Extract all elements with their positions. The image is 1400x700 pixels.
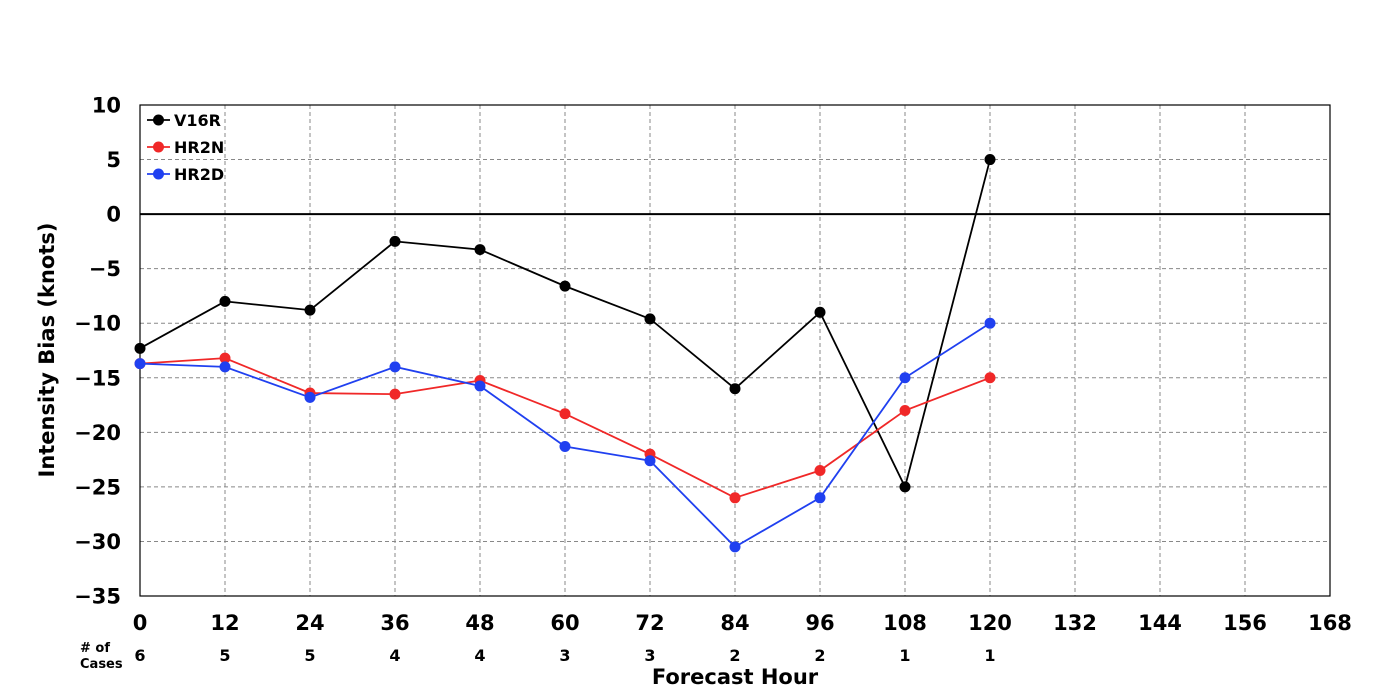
- cases-title-line1: # of: [80, 641, 110, 656]
- grid-lines: [140, 105, 1330, 596]
- x-tick-label: 36: [380, 611, 409, 635]
- x-tick-label: 48: [465, 611, 494, 635]
- x-tick-label: 60: [550, 611, 579, 635]
- data-point-v16r: [219, 295, 231, 307]
- data-point-hr2n: [899, 405, 911, 417]
- case-count: 2: [814, 646, 825, 665]
- series-layer: [134, 154, 996, 553]
- data-point-hr2d: [389, 361, 401, 373]
- legend: V16R HR2N HR2D: [147, 111, 224, 184]
- series-hr2d: [134, 317, 996, 553]
- series-v16r: [134, 154, 996, 493]
- data-point-hr2d: [814, 492, 826, 504]
- x-tick-label: 12: [210, 611, 239, 635]
- x-tick-label: 84: [720, 611, 749, 635]
- data-point-v16r: [644, 313, 656, 325]
- data-point-hr2d: [474, 380, 486, 392]
- y-tick-label: −10: [74, 312, 121, 336]
- case-count: 3: [559, 646, 570, 665]
- data-point-v16r: [134, 342, 146, 354]
- data-point-hr2d: [559, 441, 571, 453]
- x-tick-labels: 0 12 24 36 48 60 72 84 96 108 120 132 144 156 168: [133, 611, 1352, 635]
- data-point-v16r: [899, 481, 911, 493]
- data-point-hr2d: [644, 455, 656, 467]
- x-tick-label: 156: [1223, 611, 1267, 635]
- case-count: 2: [729, 646, 740, 665]
- legend-item-hr2d: HR2D: [147, 165, 224, 184]
- y-tick-label: 5: [106, 148, 121, 172]
- legend-marker: [153, 114, 164, 126]
- data-point-hr2d: [219, 361, 231, 373]
- data-point-hr2d: [729, 541, 741, 553]
- x-tick-label: 96: [805, 611, 834, 635]
- data-point-hr2n: [814, 465, 826, 477]
- y-tick-label: 0: [106, 203, 121, 227]
- case-count: 3: [644, 646, 655, 665]
- x-tick-label: 132: [1053, 611, 1097, 635]
- y-tick-labels: 10 5 0 −5 −10 −15 −20 −25 −30 −35: [74, 94, 121, 609]
- x-tick-label: 120: [968, 611, 1012, 635]
- data-point-v16r: [984, 154, 996, 166]
- y-tick-label: −20: [74, 421, 121, 445]
- case-count: 1: [984, 646, 995, 665]
- legend-item-v16r: V16R: [147, 111, 221, 130]
- data-point-hr2d: [984, 317, 996, 329]
- legend-label: HR2D: [174, 165, 224, 184]
- data-point-hr2n: [729, 492, 741, 504]
- cases-title-line2: Cases: [80, 657, 123, 672]
- y-tick-label: −35: [74, 585, 121, 609]
- y-tick-label: −15: [74, 366, 121, 390]
- x-tick-label: 24: [295, 611, 324, 635]
- cases-counts: 6 5 5 4 4 3 3 2 2 1 1: [134, 646, 995, 665]
- case-count: 5: [219, 646, 230, 665]
- x-axis-title: Forecast Hour: [652, 665, 819, 689]
- legend-label: V16R: [174, 111, 221, 130]
- data-point-hr2d: [304, 391, 316, 403]
- x-tick-label: 168: [1308, 611, 1352, 635]
- case-count: 4: [389, 646, 400, 665]
- x-tick-label: 0: [133, 611, 148, 635]
- data-point-v16r: [729, 383, 741, 395]
- legend-marker: [153, 141, 164, 153]
- case-count: 4: [474, 646, 485, 665]
- y-tick-label: −5: [89, 257, 121, 281]
- data-point-hr2n: [389, 388, 401, 400]
- y-tick-label: −30: [74, 530, 121, 554]
- case-count: 6: [134, 646, 145, 665]
- data-point-v16r: [389, 235, 401, 247]
- legend-item-hr2n: HR2N: [147, 138, 224, 157]
- data-point-hr2n: [559, 408, 571, 420]
- data-point-v16r: [304, 304, 316, 316]
- x-tick-label: 144: [1138, 611, 1182, 635]
- data-point-hr2n: [984, 372, 996, 384]
- case-count: 5: [304, 646, 315, 665]
- data-point-hr2d: [899, 372, 911, 384]
- data-point-hr2d: [134, 358, 146, 370]
- y-tick-label: −25: [74, 475, 121, 499]
- case-count: 1: [899, 646, 910, 665]
- x-tick-label: 108: [883, 611, 927, 635]
- data-point-v16r: [474, 244, 486, 256]
- data-point-v16r: [559, 280, 571, 292]
- y-axis-title: Intensity Bias (knots): [35, 223, 59, 478]
- data-point-v16r: [814, 306, 826, 318]
- y-tick-label: 10: [92, 94, 121, 118]
- legend-label: HR2N: [174, 138, 224, 157]
- data-point-hr2n: [219, 352, 231, 364]
- legend-marker: [153, 168, 164, 180]
- x-tick-label: 72: [635, 611, 664, 635]
